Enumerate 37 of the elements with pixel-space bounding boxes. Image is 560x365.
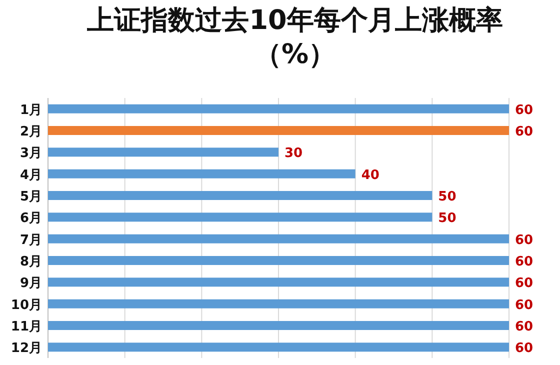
bar: [48, 148, 278, 157]
y-tick-label: 2月: [20, 124, 42, 140]
bar: [48, 256, 509, 265]
bar: [48, 342, 509, 352]
bar: [48, 169, 356, 178]
data-label: 60: [515, 232, 534, 248]
data-label: 60: [515, 341, 534, 356]
y-tick-label: 12月: [10, 341, 42, 356]
data-label: 60: [515, 320, 534, 334]
data-label: 60: [515, 124, 534, 140]
data-label: 50: [438, 190, 456, 204]
bar: [48, 321, 509, 330]
bar: [48, 299, 509, 308]
data-label: 40: [361, 168, 380, 183]
y-tick-label: 11月: [10, 320, 42, 334]
y-tick-label: 1月: [20, 102, 42, 118]
data-label: 50: [438, 211, 456, 226]
data-label: 60: [515, 254, 534, 270]
y-tick-label: 10月: [10, 298, 42, 313]
data-label: 60: [515, 298, 534, 313]
y-tick-label: 9月: [20, 276, 42, 292]
bar: [48, 191, 432, 200]
y-tick-label: 8月: [20, 254, 42, 270]
bar: [48, 212, 432, 222]
data-label: 60: [515, 276, 534, 292]
data-label: 30: [284, 146, 303, 162]
chart-title: 上证指数过去10年每个月上涨概率（%）: [86, 4, 504, 72]
bar: [48, 278, 509, 287]
y-tick-label: 6月: [20, 211, 42, 226]
data-label: 60: [515, 102, 534, 118]
bar: [48, 234, 509, 244]
y-tick-label: 7月: [20, 232, 42, 248]
bar: [48, 104, 509, 114]
bar: [48, 126, 509, 135]
y-tick-label: 5月: [20, 190, 42, 204]
y-tick-label: 4月: [20, 168, 42, 183]
y-tick-label: 3月: [20, 146, 42, 162]
